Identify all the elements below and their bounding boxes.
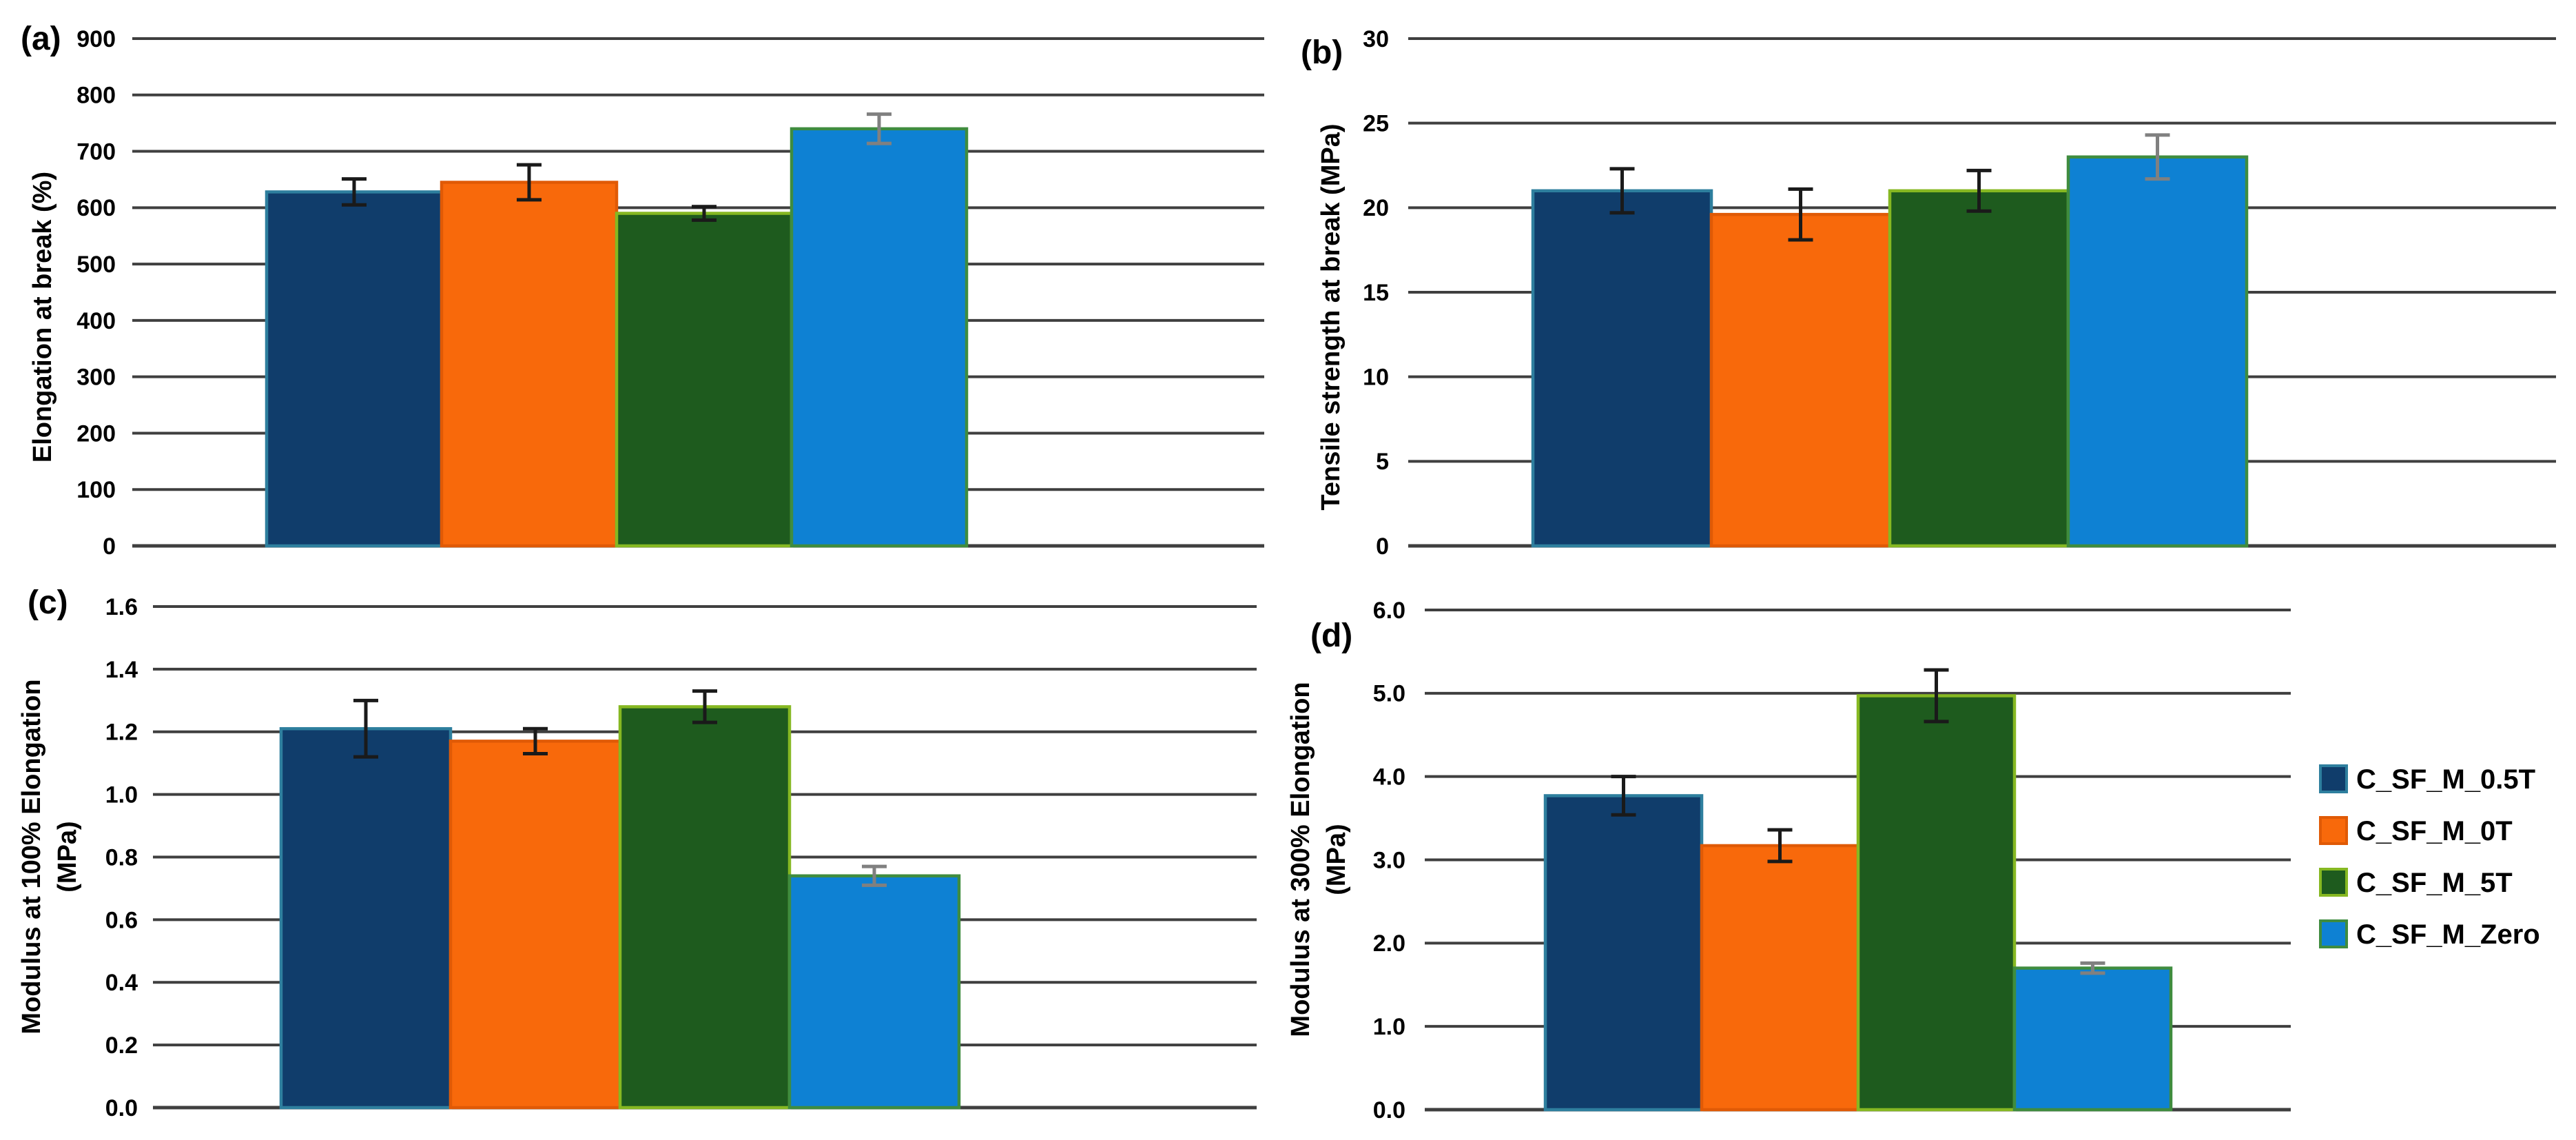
y-tick-label: 10 <box>1363 365 1389 391</box>
bar-C_SF_M_0T <box>1700 844 1860 1112</box>
y-tick-label: 1.0 <box>1373 1014 1405 1040</box>
legend-item-label: C_SF_M_5T <box>2356 868 2513 898</box>
y-tick-label: 5.0 <box>1373 681 1405 707</box>
y-tick-label: 600 <box>76 195 116 221</box>
bar-C_SF_M_0.5T <box>1543 794 1704 1112</box>
legend-item-label: C_SF_M_Zero <box>2356 919 2540 950</box>
y-tick-label: 300 <box>76 365 116 391</box>
y-tick-label: 100 <box>76 477 116 503</box>
error-bar-C_SF_M_0T <box>1788 187 1813 242</box>
error-bar-C_SF_M_0.5T <box>1609 167 1635 215</box>
y-axis-title-a: Elongation at break (%) <box>28 172 57 462</box>
y-tick-label: 0 <box>1376 533 1389 560</box>
legend-item: C_SF_M_0T <box>2319 816 2513 846</box>
y-tick-label: 700 <box>76 139 116 165</box>
bar-C_SF_M_Zero <box>790 127 969 548</box>
error-bar-C_SF_M_5T <box>692 689 717 724</box>
error-bar-C_SF_M_Zero <box>862 864 887 887</box>
legend-item-label: C_SF_M_0T <box>2356 816 2513 846</box>
bar-C_SF_M_0T <box>440 181 619 548</box>
error-bar-C_SF_M_5T <box>692 205 717 222</box>
y-tick-label: 0.8 <box>105 844 138 871</box>
y-tick-label: 4.0 <box>1373 764 1405 791</box>
legend-item: C_SF_M_0.5T <box>2319 764 2535 795</box>
y-tick-label: 6.0 <box>1373 598 1405 624</box>
panel-label-b: (b) <box>1301 34 1343 71</box>
panel-b: 0 5 10 15 20 25 30 (b) Tensile strength at break… <box>1301 26 2556 560</box>
legend-item: C_SF_M_5T <box>2319 868 2513 898</box>
y-tick-label: 3.0 <box>1373 847 1405 873</box>
y-tick-label: 1.0 <box>105 782 138 808</box>
y-axis-title-b: Tensile strength at break (MPa) <box>1317 124 1346 511</box>
error-bar-C_SF_M_0.5T <box>342 177 367 207</box>
panel-label-a: (a) <box>21 21 61 57</box>
y-axis-title-d: Modulus at 300% Elongation <box>1286 682 1315 1037</box>
y-tick-label: 0.0 <box>1373 1097 1405 1123</box>
legend-item: C_SF_M_Zero <box>2319 919 2540 950</box>
error-bar-C_SF_M_0T <box>517 163 542 202</box>
legend-marker-icon <box>2319 868 2348 897</box>
bar-C_SF_M_0.5T <box>1531 189 1713 548</box>
error-bar-C_SF_M_5T <box>1924 668 1949 724</box>
legend-item-label: C_SF_M_0.5T <box>2356 764 2535 795</box>
y-tick-label: 900 <box>76 26 116 52</box>
y-tick-label: 1.2 <box>105 720 138 746</box>
bar-C_SF_M_5T <box>618 705 792 1110</box>
error-bar-C_SF_M_0.5T <box>353 698 378 759</box>
y-tick-label: 1.6 <box>105 594 138 620</box>
y-axis-title-c: (MPa) <box>53 821 82 892</box>
y-tick-label: 800 <box>76 83 116 109</box>
error-bar-C_SF_M_Zero <box>867 112 892 145</box>
bar-C_SF_M_0T <box>449 740 622 1110</box>
y-axis-title-c: Modulus at 100% Elongation <box>17 679 46 1034</box>
panel-c: 0.0 0.2 0.4 0.6 0.8 1.0 1.2 1.4 1.6 (c) Modulus at… <box>17 584 1257 1121</box>
error-bar-C_SF_M_Zero <box>2080 961 2105 975</box>
panel-a: 0 100 200 300 400 500 600 700 800 900 (a) Elongatio… <box>21 21 1264 560</box>
legend-marker-icon <box>2319 919 2348 948</box>
y-tick-label: 0.6 <box>105 907 138 933</box>
y-tick-label: 25 <box>1363 111 1389 137</box>
y-tick-label: 1.4 <box>105 657 138 683</box>
bar-C_SF_M_0T <box>1709 212 1892 548</box>
error-bar-C_SF_M_0T <box>1767 828 1793 864</box>
y-tick-label: 5 <box>1376 449 1389 475</box>
bar-C_SF_M_Zero <box>787 874 961 1110</box>
error-bar-C_SF_M_5T <box>1966 168 1992 213</box>
y-tick-label: 20 <box>1363 195 1389 221</box>
error-bar-C_SF_M_0.5T <box>1611 775 1636 817</box>
y-tick-label: 200 <box>76 420 116 447</box>
error-bar-C_SF_M_Zero <box>2145 133 2170 181</box>
panel-label-d: (d) <box>1310 618 1352 654</box>
bar-C_SF_M_0.5T <box>265 190 444 548</box>
bar-C_SF_M_Zero <box>2012 966 2173 1112</box>
y-tick-label: 400 <box>76 308 116 334</box>
y-tick-label: 30 <box>1363 26 1389 52</box>
legend-marker-icon <box>2319 764 2348 793</box>
y-tick-label: 15 <box>1363 280 1389 306</box>
bar-C_SF_M_0.5T <box>279 726 453 1110</box>
y-tick-label: 0.0 <box>105 1095 138 1121</box>
bar-C_SF_M_Zero <box>2066 155 2249 548</box>
legend: C_SF_M_0.5T C_SF_M_0T C_SF_M_5T C_SF_M_Zero <box>2319 764 2540 950</box>
panel-d: 0.0 1.0 2.0 3.0 4.0 5.0 6.0 (d) Modulus at 300% … <box>1286 598 2291 1123</box>
bar-C_SF_M_5T <box>1856 694 2017 1112</box>
y-axis-title-d: (MPa) <box>1322 824 1351 895</box>
bar-C_SF_M_5T <box>615 212 794 548</box>
y-tick-label: 0 <box>103 533 116 560</box>
panel-label-c: (c) <box>28 584 68 621</box>
y-tick-label: 500 <box>76 252 116 278</box>
y-tick-label: 0.4 <box>105 970 138 996</box>
error-bar-C_SF_M_0T <box>523 726 548 756</box>
y-tick-label: 0.2 <box>105 1032 138 1059</box>
bar-C_SF_M_5T <box>1888 189 2070 548</box>
y-tick-label: 2.0 <box>1373 930 1405 957</box>
legend-marker-icon <box>2319 816 2348 845</box>
